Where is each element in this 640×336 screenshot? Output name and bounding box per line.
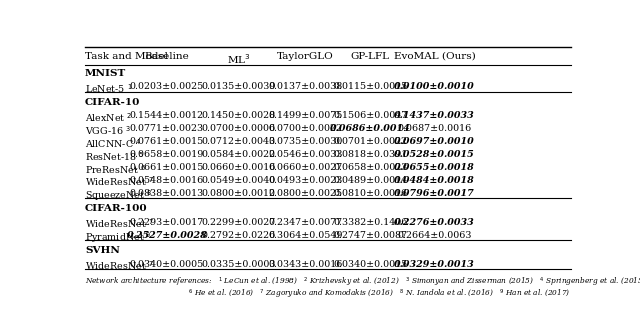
Text: EvoMAL (Ours): EvoMAL (Ours)	[394, 52, 476, 61]
Text: 0.0660±0.0016: 0.0660±0.0016	[202, 163, 276, 172]
Text: MNIST: MNIST	[85, 69, 126, 78]
Text: WideResNet $^7$: WideResNet $^7$	[85, 218, 154, 230]
Text: 0.3064±0.0549: 0.3064±0.0549	[268, 231, 343, 240]
Text: SqueezeNet $^8$: SqueezeNet $^8$	[85, 189, 152, 203]
Text: 0.0548±0.0016: 0.0548±0.0016	[130, 176, 204, 185]
Text: 0.0761±0.0015: 0.0761±0.0015	[130, 137, 204, 146]
Text: 0.0735±0.0030: 0.0735±0.0030	[269, 137, 343, 146]
Text: 0.0818±0.0391: 0.0818±0.0391	[333, 150, 407, 159]
Text: 0.2347±0.0077: 0.2347±0.0077	[269, 218, 343, 227]
Text: 0.0796±0.0017: 0.0796±0.0017	[394, 189, 475, 198]
Text: 0.3382±0.1406: 0.3382±0.1406	[333, 218, 407, 227]
Text: 0.0549±0.0040: 0.0549±0.0040	[202, 176, 276, 185]
Text: CIFAR-10: CIFAR-10	[85, 98, 140, 107]
Text: 0.0800±0.0012: 0.0800±0.0012	[202, 189, 276, 198]
Text: 0.0686±0.0014: 0.0686±0.0014	[330, 124, 410, 133]
Text: 0.0340±0.0005: 0.0340±0.0005	[130, 260, 204, 269]
Text: 0.0546±0.0033: 0.0546±0.0033	[268, 150, 343, 159]
Text: 0.2792±0.0226: 0.2792±0.0226	[202, 231, 276, 240]
Text: WideResNet $^7$: WideResNet $^7$	[85, 260, 154, 272]
Text: AllCNN-C $^4$: AllCNN-C $^4$	[85, 137, 141, 150]
Text: 0.0660±0.0027: 0.0660±0.0027	[269, 163, 343, 172]
Text: 0.2276±0.0033: 0.2276±0.0033	[394, 218, 475, 227]
Text: 0.0838±0.0013: 0.0838±0.0013	[130, 189, 204, 198]
Text: 0.2299±0.0027: 0.2299±0.0027	[202, 218, 276, 227]
Text: 0.2664±0.0063: 0.2664±0.0063	[397, 231, 472, 240]
Text: 0.0340±0.0015: 0.0340±0.0015	[333, 260, 407, 269]
Text: AlexNet $^2$: AlexNet $^2$	[85, 111, 132, 124]
Text: 0.2293±0.0017: 0.2293±0.0017	[130, 218, 204, 227]
Text: 0.0771±0.0023: 0.0771±0.0023	[130, 124, 204, 133]
Text: Baseline: Baseline	[145, 52, 189, 61]
Text: 0.0335±0.0003: 0.0335±0.0003	[202, 260, 276, 269]
Text: TaylorGLO: TaylorGLO	[277, 52, 334, 61]
Text: 0.0329±0.0013: 0.0329±0.0013	[394, 260, 475, 269]
Text: 0.0493±0.0023: 0.0493±0.0023	[269, 176, 343, 185]
Text: 0.1506±0.0047: 0.1506±0.0047	[333, 111, 407, 120]
Text: 0.0810±0.0016: 0.0810±0.0016	[333, 189, 407, 198]
Text: Network architecture references:   $^1$ LeCun et al. (1998)   $^2$ Krizhevsky et: Network architecture references: $^1$ Le…	[85, 276, 640, 289]
Text: 0.0700±0.0022: 0.0700±0.0022	[269, 124, 342, 133]
Text: PreResNet $^6$: PreResNet $^6$	[85, 163, 146, 175]
Text: 0.0528±0.0015: 0.0528±0.0015	[394, 150, 475, 159]
Text: 0.0343±0.0016: 0.0343±0.0016	[269, 260, 343, 269]
Text: 0.0137±0.0038: 0.0137±0.0038	[269, 82, 343, 91]
Text: LeNet-5 $^1$: LeNet-5 $^1$	[85, 82, 132, 95]
Text: $^6$ He et al. (2016)   $^7$ Zagoryuko and Komodakis (2016)   $^8$ N. Iandola et: $^6$ He et al. (2016) $^7$ Zagoryuko and…	[85, 288, 570, 301]
Text: ML$^3$: ML$^3$	[227, 52, 251, 66]
Text: CIFAR-100: CIFAR-100	[85, 204, 148, 213]
Text: 0.0203±0.0025: 0.0203±0.0025	[130, 82, 204, 91]
Text: 0.1437±0.0033: 0.1437±0.0033	[394, 111, 475, 120]
Text: 0.2747±0.0087: 0.2747±0.0087	[333, 231, 407, 240]
Text: PyramidNet $^9$: PyramidNet $^9$	[85, 231, 152, 245]
Text: 0.0655±0.0018: 0.0655±0.0018	[394, 163, 475, 172]
Text: 0.0135±0.0039: 0.0135±0.0039	[202, 82, 276, 91]
Text: 0.0701±0.0022: 0.0701±0.0022	[333, 137, 407, 146]
Text: 0.0658±0.0023: 0.0658±0.0023	[333, 163, 407, 172]
Text: 0.0661±0.0015: 0.0661±0.0015	[130, 163, 204, 172]
Text: 0.1499±0.0075: 0.1499±0.0075	[269, 111, 343, 120]
Text: 0.1450±0.0028: 0.1450±0.0028	[202, 111, 276, 120]
Text: 0.0584±0.0022: 0.0584±0.0022	[202, 150, 276, 159]
Text: 0.0484±0.0018: 0.0484±0.0018	[394, 176, 475, 185]
Text: 0.0687±0.0016: 0.0687±0.0016	[397, 124, 472, 133]
Text: 0.1544±0.0012: 0.1544±0.0012	[130, 111, 204, 120]
Text: 0.0489±0.0014: 0.0489±0.0014	[333, 176, 407, 185]
Text: 0.0100±0.0010: 0.0100±0.0010	[394, 82, 475, 91]
Text: 0.0697±0.0010: 0.0697±0.0010	[394, 137, 475, 146]
Text: 0.0658±0.0019: 0.0658±0.0019	[130, 150, 204, 159]
Text: 0.2527±0.0028: 0.2527±0.0028	[127, 231, 207, 240]
Text: 0.0700±0.0006: 0.0700±0.0006	[202, 124, 276, 133]
Text: WideResNet $^7$: WideResNet $^7$	[85, 176, 154, 188]
Text: 0.0712±0.0043: 0.0712±0.0043	[202, 137, 276, 146]
Text: SVHN: SVHN	[85, 246, 120, 255]
Text: ResNet-18 $^5$: ResNet-18 $^5$	[85, 150, 145, 163]
Text: VGG-16 $^3$: VGG-16 $^3$	[85, 124, 131, 137]
Text: Task and Model: Task and Model	[85, 52, 168, 61]
Text: 0.0115±0.0015: 0.0115±0.0015	[333, 82, 407, 91]
Text: 0.0800±0.0025: 0.0800±0.0025	[269, 189, 343, 198]
Text: GP-LFL: GP-LFL	[351, 52, 390, 61]
